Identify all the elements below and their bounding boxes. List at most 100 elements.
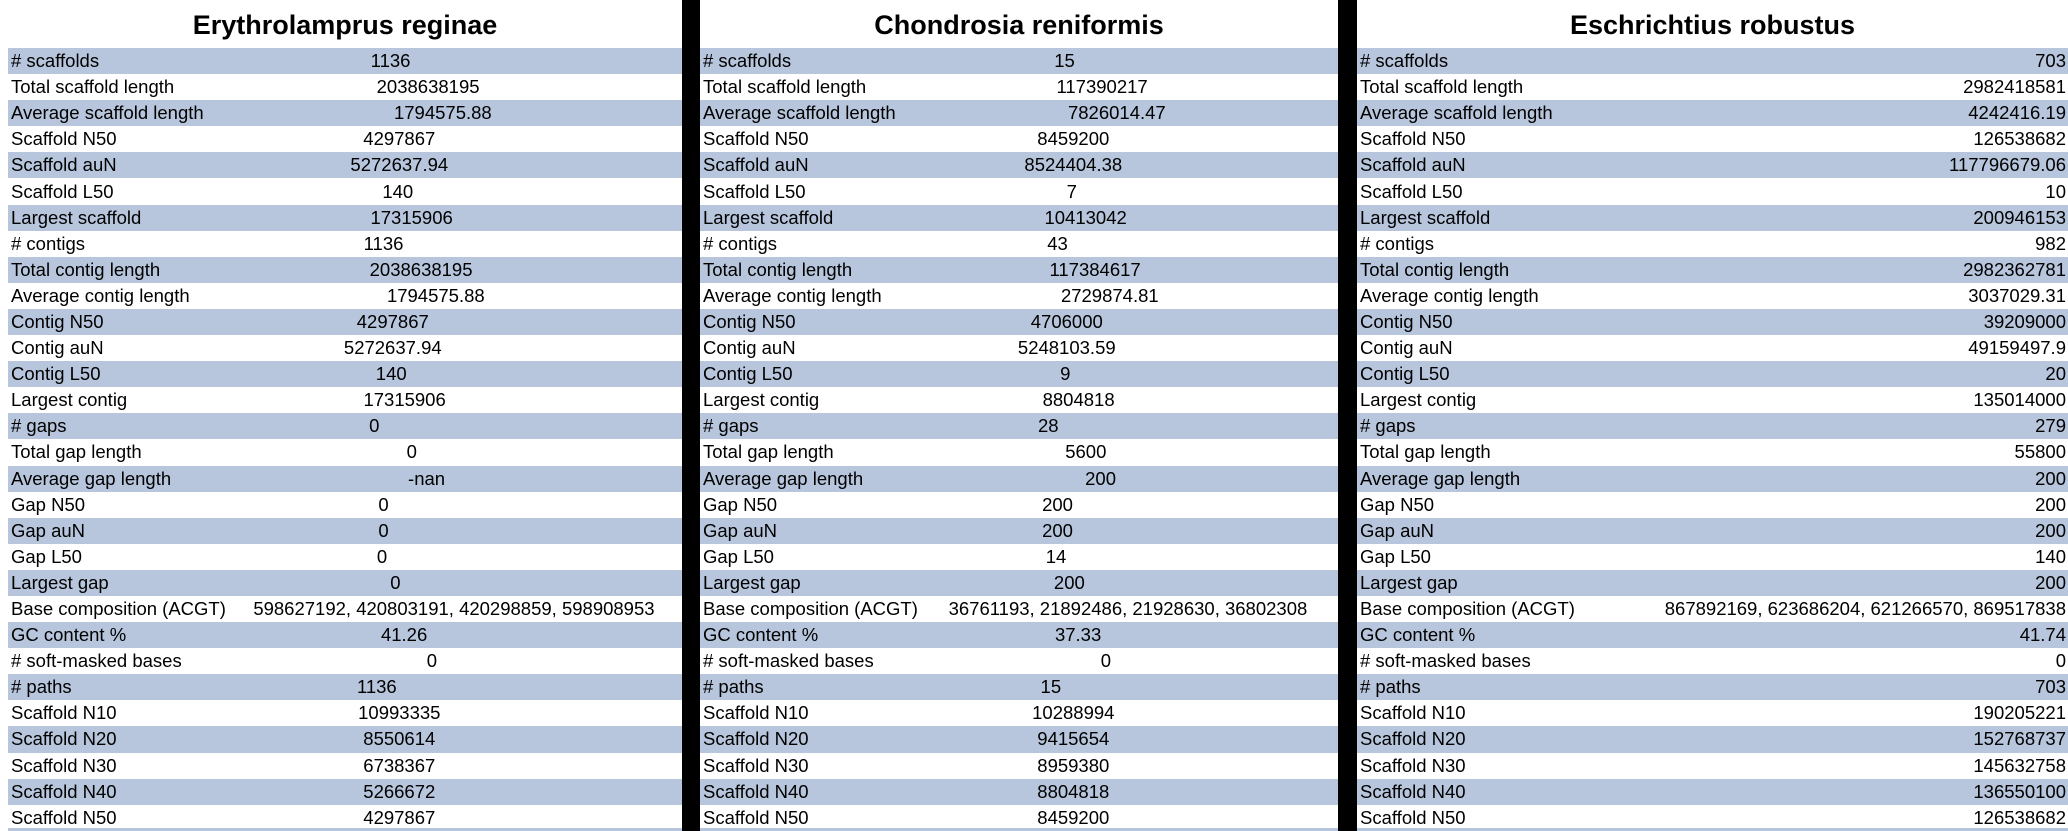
stat-value: 140 bbox=[382, 180, 414, 202]
table-row: # contigs 43 bbox=[700, 230, 1338, 257]
stat-label: Largest scaffold bbox=[1360, 206, 1491, 228]
stat-label: Scaffold N50 bbox=[1360, 806, 1466, 828]
table-row: Scaffold N40 136550100 bbox=[1357, 778, 2068, 805]
stat-value: 140 bbox=[375, 363, 407, 385]
stat-value: 2982418581 bbox=[1963, 76, 2066, 98]
table-row: Scaffold N50 4297867 bbox=[8, 804, 682, 831]
table-row: Total gap length 55800 bbox=[1357, 439, 2068, 466]
stat-label: Average contig length bbox=[11, 284, 190, 306]
stat-label: Contig auN bbox=[1360, 337, 1453, 359]
stat-label: # scaffolds bbox=[1360, 50, 1449, 72]
stat-label: # gaps bbox=[703, 415, 759, 437]
stat-value: 0 bbox=[426, 650, 437, 672]
stat-value: 15 bbox=[1054, 50, 1075, 72]
stat-label: Largest contig bbox=[703, 389, 820, 411]
stat-value: 8459200 bbox=[1037, 806, 1110, 828]
stat-value: 10993335 bbox=[358, 702, 441, 724]
column-separator bbox=[682, 0, 700, 831]
table-row: Scaffold N50 4297867 bbox=[8, 126, 682, 153]
table-row: Scaffold N40 8804818 bbox=[700, 778, 1338, 805]
table-row: Gap L50 0 bbox=[8, 543, 682, 570]
stat-label: # contigs bbox=[1360, 232, 1435, 254]
table-row: # contigs 982 bbox=[1357, 230, 2068, 257]
stat-label: Base composition (ACGT) bbox=[703, 598, 918, 620]
stat-value: 200 bbox=[1042, 519, 1073, 541]
stat-value: 117390217 bbox=[1056, 76, 1148, 98]
table-row: Average contig length 1794575.88 bbox=[8, 282, 682, 309]
stat-label: Contig L50 bbox=[11, 363, 101, 385]
stat-value: 4706000 bbox=[1030, 310, 1103, 332]
stat-label: Base composition (ACGT) bbox=[11, 598, 226, 620]
table-row: # gaps 28 bbox=[700, 413, 1338, 440]
table-row: Scaffold N50 126538682 bbox=[1357, 126, 2068, 153]
table-row: Largest contig 135014000 bbox=[1357, 387, 2068, 414]
stat-value: 10 bbox=[2045, 180, 2066, 202]
stat-value: 279 bbox=[2035, 415, 2066, 437]
stat-label: Largest gap bbox=[1360, 571, 1458, 593]
stat-label: Total contig length bbox=[1360, 258, 1510, 280]
stat-value: 5600 bbox=[1065, 441, 1107, 463]
table-row: Scaffold N20 8550614 bbox=[8, 726, 682, 753]
stat-label: Average gap length bbox=[11, 467, 172, 489]
stat-label: Average gap length bbox=[1360, 467, 1521, 489]
table-row: Scaffold N20 9415654 bbox=[700, 726, 1338, 753]
stat-label: Base composition (ACGT) bbox=[1360, 598, 1575, 620]
table-row: Base composition (ACGT) 867892169, 623686… bbox=[1357, 595, 2068, 623]
table-row: # paths 15 bbox=[700, 674, 1338, 701]
panel-chondrosia-reniformis: Chondrosia reniformis # scaffolds 15 Total … bbox=[700, 0, 1338, 831]
table-row: Largest scaffold 17315906 bbox=[8, 204, 682, 231]
stat-label: Scaffold auN bbox=[703, 154, 809, 176]
table-row: Base composition (ACGT) 598627192, 420803… bbox=[8, 595, 682, 623]
table-row: Scaffold N20 152768737 bbox=[1357, 726, 2068, 753]
table-row: Average scaffold length 7826014.47 bbox=[700, 100, 1338, 127]
table-row: Largest contig 8804818 bbox=[700, 387, 1338, 414]
stat-label: Scaffold N50 bbox=[11, 806, 117, 828]
panel-title: Erythrolamprus reginae bbox=[192, 10, 498, 40]
stat-value: 9 bbox=[1060, 363, 1071, 385]
table-row: Gap auN 0 bbox=[8, 517, 682, 544]
stat-value: 190205221 bbox=[1973, 702, 2066, 724]
stat-value: 200 bbox=[2035, 467, 2066, 489]
table-bottom-border bbox=[1357, 828, 2068, 831]
stat-value: -nan bbox=[408, 467, 446, 489]
panel-title: Chondrosia reniformis bbox=[874, 10, 1164, 40]
stat-value: 8524404.38 bbox=[1024, 154, 1123, 176]
stat-value: 39209000 bbox=[1983, 310, 2066, 332]
stat-label: Largest contig bbox=[11, 389, 128, 411]
stat-label: Average scaffold length bbox=[1360, 102, 1553, 124]
stat-value: 7826014.47 bbox=[1067, 102, 1166, 124]
stat-value: 126538682 bbox=[1973, 128, 2066, 150]
table-row: Gap auN 200 bbox=[700, 517, 1338, 544]
stat-value: 1794575.88 bbox=[386, 284, 485, 306]
stat-value: 200946153 bbox=[1973, 206, 2066, 228]
table-row: Total contig length 2982362781 bbox=[1357, 256, 2068, 283]
stat-value: 28 bbox=[1037, 415, 1059, 437]
stat-label: # paths bbox=[1360, 676, 1421, 698]
stat-value: 1136 bbox=[370, 50, 411, 72]
table-row: Gap N50 0 bbox=[8, 491, 682, 518]
stat-label: # contigs bbox=[703, 232, 778, 254]
table-row: Scaffold N40 5266672 bbox=[8, 778, 682, 805]
table-row: Contig L50 20 bbox=[1357, 361, 2068, 388]
stat-label: Total contig length bbox=[703, 258, 853, 280]
table-row: Scaffold N30 6738367 bbox=[8, 752, 682, 779]
stat-value: 126538682 bbox=[1973, 806, 2066, 828]
table-row: Contig auN 49159497.9 bbox=[1357, 335, 2068, 362]
table-row: Total gap length 0 bbox=[8, 439, 682, 466]
table-row: Gap L50 14 bbox=[700, 543, 1338, 570]
stat-label: Contig N50 bbox=[703, 310, 796, 332]
stat-label: Scaffold N50 bbox=[703, 128, 809, 150]
stat-value: 135014000 bbox=[1973, 389, 2066, 411]
stat-value: 1136 bbox=[363, 232, 404, 254]
panel-title: Eschrichtius robustus bbox=[1569, 10, 1856, 40]
table-row: # paths 1136 bbox=[8, 674, 682, 701]
stat-value: 0 bbox=[378, 493, 389, 515]
stat-value: 36761193, 21892486, 21928630, 36802308 bbox=[948, 598, 1308, 620]
stat-label: Gap N50 bbox=[703, 493, 778, 515]
table-row: Largest scaffold 10413042 bbox=[700, 204, 1338, 231]
stat-label: Scaffold N20 bbox=[1360, 728, 1466, 750]
table-row: Total scaffold length 2982418581 bbox=[1357, 74, 2068, 101]
stat-label: # paths bbox=[703, 676, 764, 698]
stat-value: 1136 bbox=[356, 676, 397, 698]
stat-value: 10413042 bbox=[1044, 206, 1127, 228]
